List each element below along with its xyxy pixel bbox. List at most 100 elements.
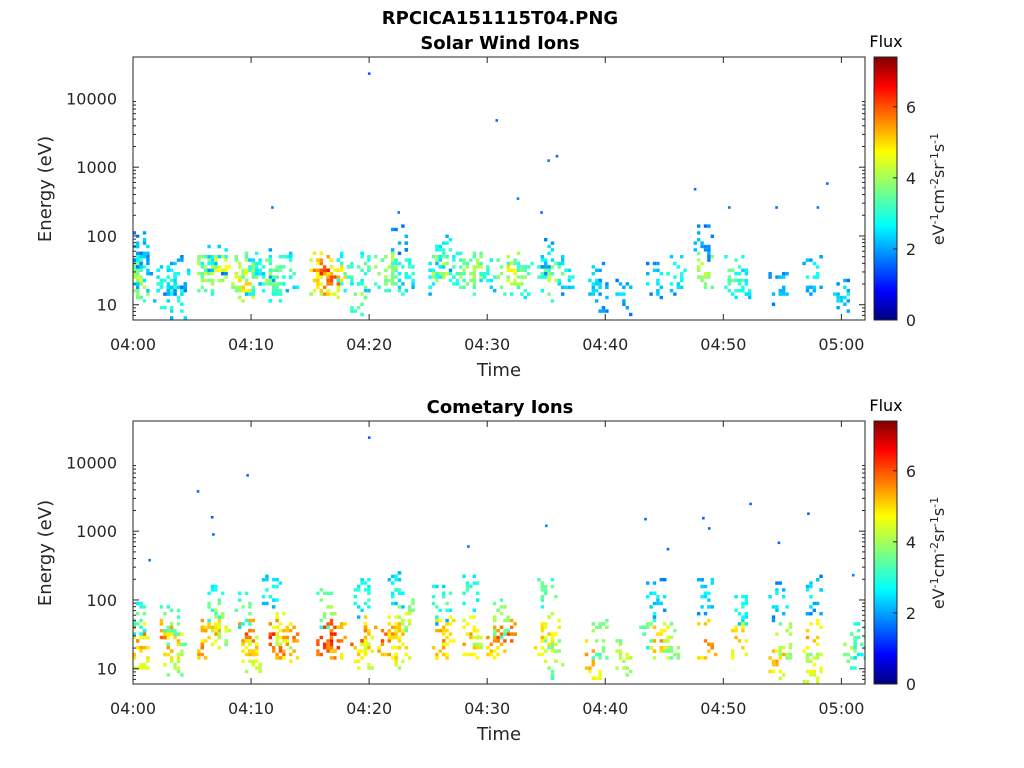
heatmap-cell <box>731 652 735 657</box>
heatmap-cell <box>248 618 252 623</box>
heatmap-cell <box>200 639 204 643</box>
heatmap-cell <box>666 649 670 653</box>
heatmap-cell <box>649 622 653 626</box>
heatmap-cell <box>261 595 266 599</box>
heatmap-cell <box>697 268 701 272</box>
x-axis-label: Time <box>476 724 521 745</box>
heatmap-cell <box>238 265 242 269</box>
heatmap-cell <box>404 625 408 629</box>
heatmap-cell <box>166 673 170 677</box>
heatmap-cell <box>258 666 262 670</box>
heatmap-cell <box>214 612 218 616</box>
heatmap-cell <box>816 622 820 626</box>
heatmap-cell <box>217 646 221 650</box>
heatmap-cell <box>360 282 364 286</box>
heatmap-cell <box>394 659 398 663</box>
heatmap-cell <box>350 275 354 279</box>
heatmap-cell <box>544 591 548 595</box>
heatmap-cell <box>142 635 147 640</box>
heatmap-cell <box>401 265 405 269</box>
heatmap-cell <box>595 289 599 293</box>
heatmap-cell <box>163 632 167 636</box>
heatmap-cell <box>210 289 215 293</box>
heatmap-cell <box>363 649 368 653</box>
heatmap-cell <box>411 278 415 283</box>
heatmap-cell <box>217 615 221 619</box>
heatmap-cell <box>136 666 140 670</box>
heatmap-cell <box>210 261 215 266</box>
heatmap-cell <box>329 278 334 283</box>
heatmap-cell <box>659 272 663 276</box>
heatmap-cell <box>367 632 371 636</box>
heatmap-cell <box>278 629 283 633</box>
heatmap-cell <box>438 629 442 633</box>
x-tick-label: 04:20 <box>346 335 392 354</box>
heatmap-cell <box>387 629 391 633</box>
heatmap-cell <box>700 605 704 609</box>
heatmap-cell <box>506 265 510 269</box>
heatmap-cell <box>493 635 497 640</box>
heatmap-cell <box>431 282 436 286</box>
heatmap-cell <box>391 646 395 650</box>
heatmap-cell <box>727 282 731 286</box>
heatmap-cell <box>816 635 820 640</box>
heatmap-cell <box>442 265 446 269</box>
heatmap-cell <box>618 282 623 286</box>
heatmap-cell <box>591 663 595 667</box>
heatmap-cell <box>329 591 334 595</box>
heatmap-cell <box>146 255 150 259</box>
heatmap-cell <box>336 646 340 650</box>
heatmap-cell <box>210 272 215 276</box>
heatmap-cell <box>836 295 840 300</box>
heatmap-cell <box>442 241 446 245</box>
heatmap-cell <box>136 639 140 643</box>
heatmap-cell <box>139 255 143 259</box>
heatmap-cell <box>350 309 354 313</box>
heatmap-cell <box>136 289 140 293</box>
heatmap-cell <box>387 635 391 640</box>
heatmap-cell <box>540 581 544 585</box>
heatmap-cell <box>659 646 663 650</box>
heatmap-cell <box>353 595 357 599</box>
heatmap-cell <box>384 268 388 272</box>
heatmap-cell <box>435 258 439 262</box>
heatmap-cell <box>408 275 412 279</box>
heatmap-cell <box>567 268 572 272</box>
heatmap-cell <box>316 652 320 657</box>
heatmap-cell <box>479 255 483 259</box>
heatmap-cell <box>486 278 490 283</box>
heatmap-cell <box>210 292 215 296</box>
heatmap-cell <box>503 649 507 653</box>
heatmap-cell <box>588 666 592 670</box>
heatmap-cell <box>663 639 667 643</box>
heatmap-cell <box>476 581 480 585</box>
heatmap-cell <box>442 595 446 599</box>
heatmap-cell <box>148 558 151 562</box>
heatmap-cell <box>384 275 388 279</box>
heatmap-cell <box>224 265 228 269</box>
heatmap-cell <box>204 656 208 660</box>
heatmap-cell <box>394 282 398 286</box>
heatmap-cell <box>683 268 687 272</box>
heatmap-cell <box>394 635 398 640</box>
heatmap-cell <box>598 625 602 629</box>
heatmap-cell <box>469 652 473 657</box>
heatmap-cell <box>544 272 548 276</box>
heatmap-cell <box>136 282 140 286</box>
heatmap-cell <box>445 656 449 660</box>
heatmap-cell <box>622 666 626 670</box>
heatmap-cell <box>591 265 595 269</box>
heatmap-cell <box>826 182 829 185</box>
heatmap-cell <box>435 622 439 626</box>
heatmap-cell <box>547 292 551 296</box>
heatmap-cell <box>782 595 786 599</box>
heatmap-cell <box>584 639 589 643</box>
heatmap-cell <box>323 642 327 646</box>
heatmap-cell <box>170 316 174 320</box>
heatmap-cell <box>656 598 660 602</box>
heatmap-cell <box>204 255 208 259</box>
heatmap-cell <box>540 265 544 269</box>
heatmap-cell <box>812 285 816 289</box>
heatmap-cell <box>605 656 609 660</box>
heatmap-cell <box>554 649 558 653</box>
